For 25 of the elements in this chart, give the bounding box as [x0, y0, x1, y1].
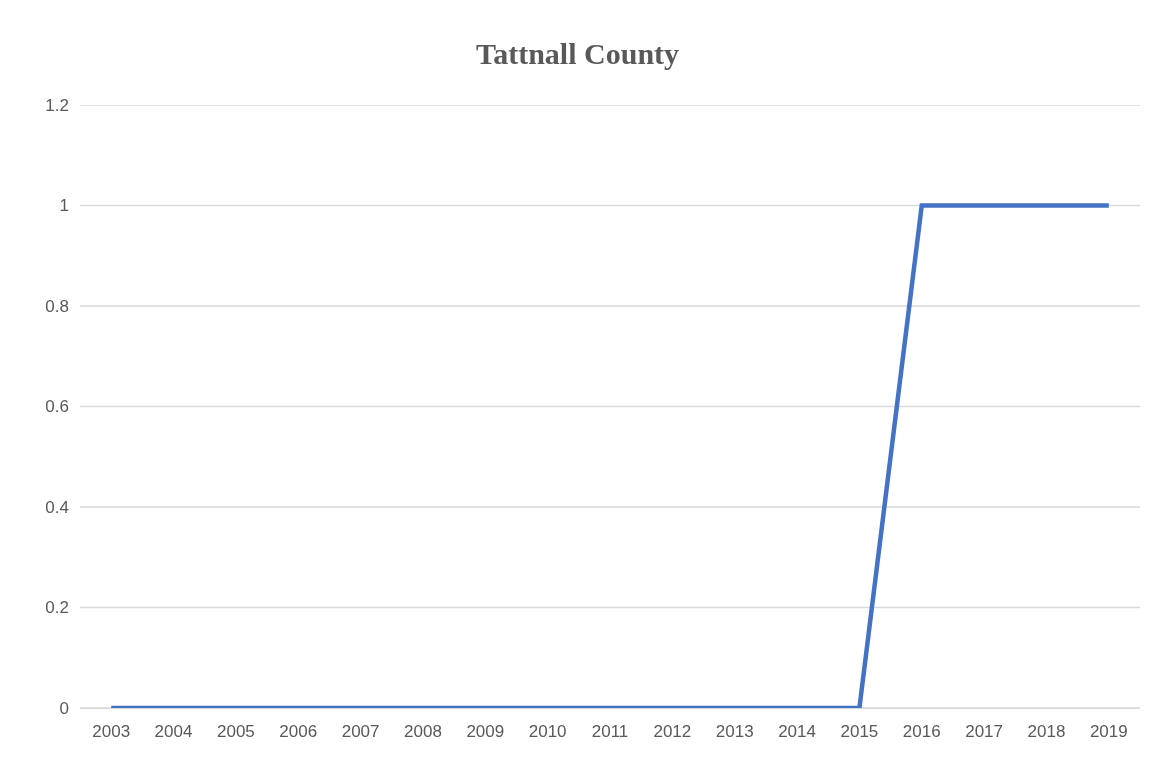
x-tick-label: 2007: [341, 722, 380, 742]
x-tick-label: 2008: [404, 722, 442, 742]
x-tick-label: 2003: [92, 722, 131, 742]
x-tick-label: 2019: [1089, 722, 1128, 742]
x-tick-label: 2009: [466, 722, 505, 742]
x-tick-label: 2011: [591, 722, 629, 742]
x-tick-label: 2014: [778, 722, 816, 742]
chart-title: Tattnall County: [475, 36, 680, 70]
x-tick-label: 2006: [279, 722, 318, 742]
x-tick-label: 2016: [902, 722, 941, 742]
y-tick-label: 0.4: [45, 497, 69, 517]
x-tick-label: 2017: [965, 722, 1004, 742]
x-tick-label: 2005: [216, 722, 255, 742]
y-tick-label: 0: [59, 698, 69, 718]
x-tick-label: 2018: [1027, 722, 1066, 742]
y-tick-label: 0.8: [45, 296, 69, 316]
y-tick-label: 1: [59, 196, 69, 216]
x-tick-label: 2004: [154, 722, 193, 742]
x-tick-label: 2010: [528, 722, 567, 742]
y-tick-label: 1.2: [45, 95, 69, 115]
x-tick-label: 2015: [840, 722, 879, 742]
y-tick-label: 0.2: [45, 598, 69, 618]
x-tick-label: 2012: [653, 722, 692, 742]
y-tick-label: 0.6: [45, 397, 69, 417]
x-tick-label: 2013: [715, 722, 754, 742]
